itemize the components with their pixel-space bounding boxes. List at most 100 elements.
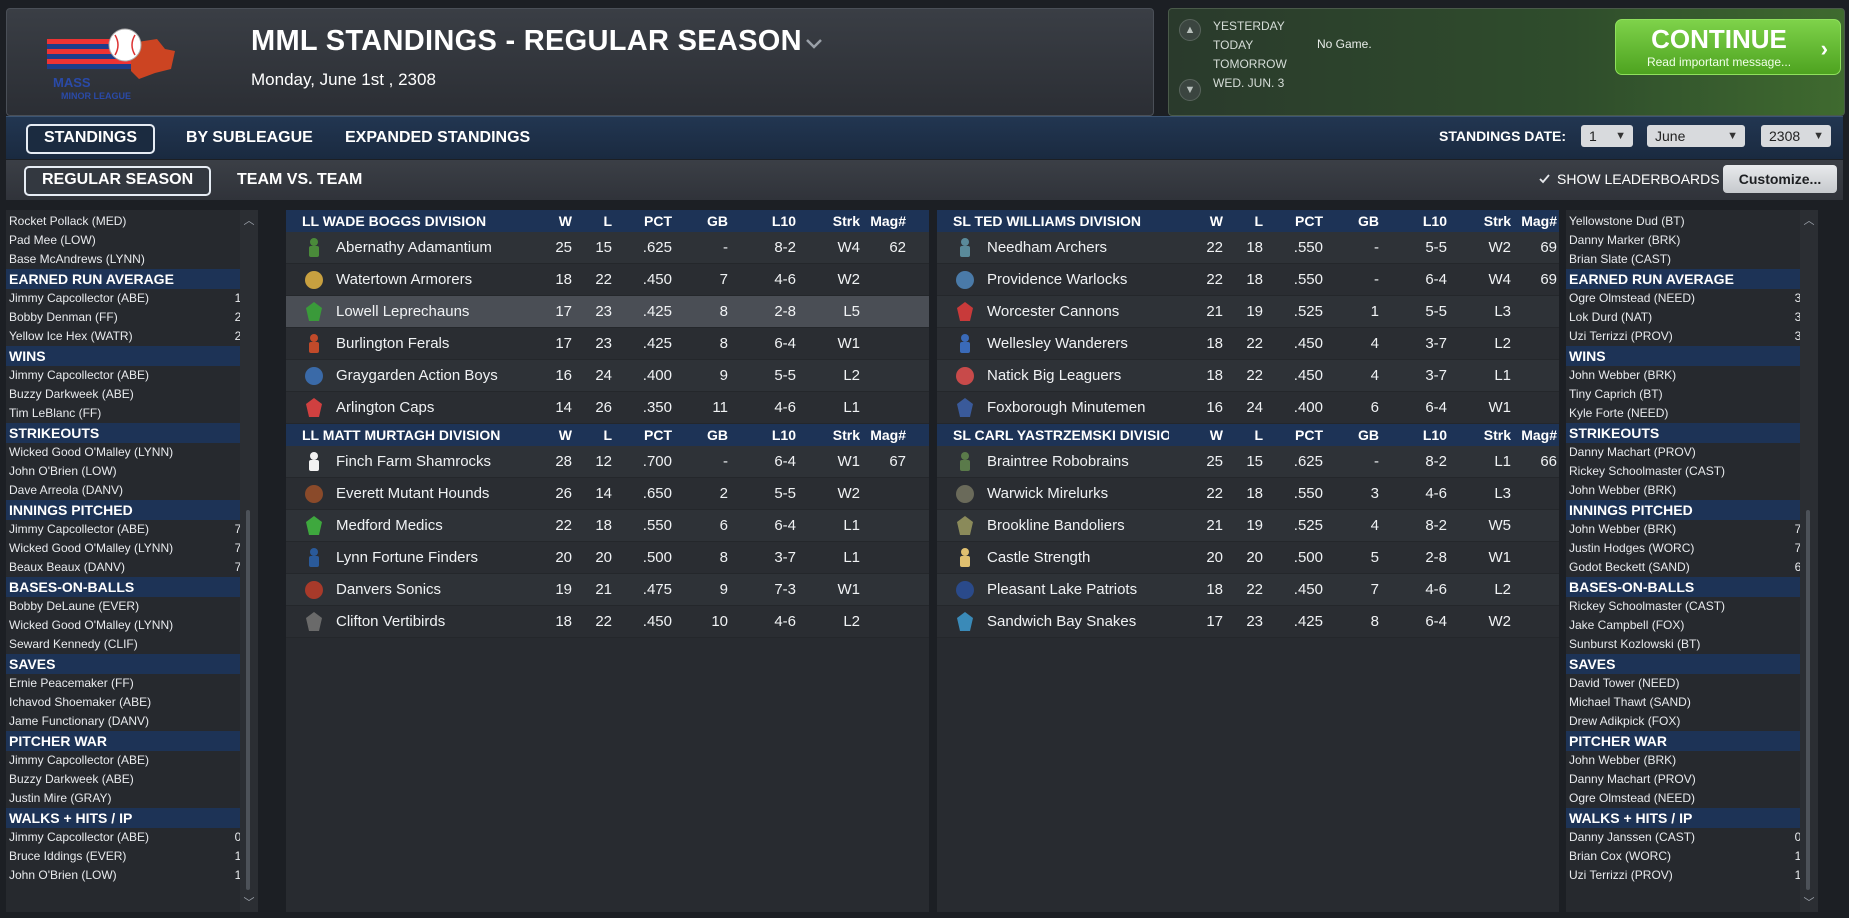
continue-button[interactable]: CONTINUE Read important message... › <box>1615 19 1841 75</box>
team-name[interactable]: Medford Medics <box>336 517 443 534</box>
leader-row[interactable]: Yellowstone Dud (BT)19 <box>1566 212 1818 231</box>
leader-row[interactable]: Buzzy Darkweek (ABE)5 <box>6 385 258 404</box>
team-row[interactable]: Wellesley Wanderers 18 22 .450 4 3-7 L2 <box>937 328 1559 360</box>
leader-row[interactable]: Danny Machart (PROV)78 <box>1566 443 1818 462</box>
team-name[interactable]: Needham Archers <box>987 239 1108 256</box>
team-name[interactable]: Lynn Fortune Finders <box>336 549 479 566</box>
leader-row[interactable]: Michael Thawt (SAND)10 <box>1566 693 1818 712</box>
column-header-pct[interactable]: PCT <box>1295 213 1323 229</box>
leader-row[interactable]: Rickey Schoolmaster (CAST)70 <box>1566 462 1818 481</box>
tab-standings[interactable]: STANDINGS <box>26 124 156 154</box>
leader-row[interactable]: Jimmy Capcollector (ABE)0.95 <box>6 828 258 847</box>
column-header-strk[interactable]: Strk <box>1483 213 1511 229</box>
leader-row[interactable]: John Webber (BRK)1.9 <box>1566 751 1818 770</box>
leader-row[interactable]: Danny Marker (BRK)16 <box>1566 231 1818 250</box>
team-row[interactable]: Sandwich Bay Snakes 17 23 .425 8 6-4 W2 <box>937 606 1559 638</box>
standings-year-select[interactable]: 2308 ▼ <box>1761 125 1831 147</box>
team-name[interactable]: Burlington Ferals <box>336 335 450 352</box>
leader-row[interactable]: Bruce Iddings (EVER)1.05 <box>6 847 258 866</box>
team-row[interactable]: Natick Big Leaguers 18 22 .450 4 3-7 L1 <box>937 360 1559 392</box>
leader-row[interactable]: Tim LeBlanc (FF)5 <box>6 404 258 423</box>
column-header-l10[interactable]: L10 <box>771 213 796 229</box>
column-header-strk[interactable]: Strk <box>832 213 860 229</box>
leader-row[interactable]: Ichavod Shoemaker (ABE)10 <box>6 693 258 712</box>
scroll-down-icon[interactable]: ﹀ <box>1803 897 1815 909</box>
leader-row[interactable]: John Webber (BRK)6 <box>1566 366 1818 385</box>
leader-row[interactable]: Ernie Peacemaker (FF)11 <box>6 674 258 693</box>
team-name[interactable]: Clifton Vertibirds <box>336 613 446 630</box>
leader-row[interactable]: Rocket Pollack (MED)16 <box>6 212 258 231</box>
scroll-up-icon[interactable]: ︿ <box>243 215 255 227</box>
column-header-gb[interactable]: GB <box>707 427 728 443</box>
team-name[interactable]: Lowell Leprechauns <box>336 303 470 320</box>
column-header-l[interactable]: L <box>1254 427 1263 443</box>
chevron-up-icon[interactable]: ▲ <box>1179 19 1201 41</box>
team-name[interactable]: Providence Warlocks <box>987 271 1128 288</box>
team-row[interactable]: Castle Strength 20 20 .500 5 2-8 W1 <box>937 542 1559 574</box>
team-row[interactable]: Graygarden Action Boys 16 24 .400 9 5-5 L2 <box>286 360 929 392</box>
team-row[interactable]: Watertown Armorers 18 22 .450 7 4-6 W2 <box>286 264 929 296</box>
team-name[interactable]: Foxborough Minutemen <box>987 399 1146 416</box>
column-header-l10[interactable]: L10 <box>1422 213 1447 229</box>
leader-row[interactable]: Godot Beckett (SAND)66.1 <box>1566 558 1818 577</box>
show-leaderboards-label[interactable]: SHOW LEADERBOARDS <box>1557 171 1720 187</box>
leader-row[interactable]: Jimmy Capcollector (ABE)7 <box>6 366 258 385</box>
leader-row[interactable]: Danny Janssen (CAST)0.97 <box>1566 828 1818 847</box>
column-header-l[interactable]: L <box>603 213 612 229</box>
standings-month-select[interactable]: June ▼ <box>1647 125 1745 147</box>
team-row[interactable]: Providence Warlocks 22 18 .550 - 6-4 W4 69 <box>937 264 1559 296</box>
leader-row[interactable]: Drew Adikpick (FOX)8 <box>1566 712 1818 731</box>
team-row[interactable]: Arlington Caps 14 26 .350 11 4-6 L1 <box>286 392 929 424</box>
column-header-l[interactable]: L <box>1254 213 1263 229</box>
team-row[interactable]: Braintree Robobrains 25 15 .625 - 8-2 L1 66 <box>937 446 1559 478</box>
leader-row[interactable]: Buzzy Darkweek (ABE)2.4 <box>6 770 258 789</box>
leader-row[interactable]: Wicked Good O'Malley (LYNN)43 <box>6 616 258 635</box>
leader-row[interactable]: Uzi Terrizzi (PROV)3.24 <box>1566 327 1818 346</box>
scrollbar[interactable]: ︿ ﹀ <box>240 210 258 912</box>
team-row[interactable]: Clifton Vertibirds 18 22 .450 10 4-6 L2 <box>286 606 929 638</box>
leader-row[interactable]: Wicked Good O'Malley (LYNN)77 <box>6 443 258 462</box>
leader-row[interactable]: Jame Functionary (DANV)9 <box>6 712 258 731</box>
leader-row[interactable]: Ogre Olmstead (NEED)3.09 <box>1566 289 1818 308</box>
leader-row[interactable]: Base McAndrews (LYNN)12 <box>6 250 258 269</box>
column-header-mag[interactable]: Mag# <box>870 427 906 443</box>
column-header-l[interactable]: L <box>603 427 612 443</box>
leader-row[interactable]: Yellow Ice Hex (WATR)2.66 <box>6 327 258 346</box>
leader-row[interactable]: Justin Hodges (WORC)70.2 <box>1566 539 1818 558</box>
team-name[interactable]: Watertown Armorers <box>336 271 473 288</box>
column-header-mag[interactable]: Mag# <box>870 213 906 229</box>
leader-row[interactable]: Jake Campbell (FOX)38 <box>1566 616 1818 635</box>
column-header-strk[interactable]: Strk <box>832 427 860 443</box>
leader-row[interactable]: Ogre Olmstead (NEED)1.7 <box>1566 789 1818 808</box>
standings-day-select[interactable]: 1 ▼ <box>1581 125 1633 147</box>
column-header-gb[interactable]: GB <box>1358 213 1379 229</box>
leader-row[interactable]: John Webber (BRK)66 <box>1566 481 1818 500</box>
column-header-l10[interactable]: L10 <box>771 427 796 443</box>
column-header-pct[interactable]: PCT <box>644 427 672 443</box>
leader-row[interactable]: Bobby Denman (FF)2.45 <box>6 308 258 327</box>
team-name[interactable]: Everett Mutant Hounds <box>336 485 490 502</box>
leader-row[interactable]: Pad Mee (LOW)15 <box>6 231 258 250</box>
scroll-thumb[interactable] <box>1806 510 1810 890</box>
team-name[interactable]: Brookline Bandoliers <box>987 517 1125 534</box>
schedule-day[interactable]: TODAY <box>1213 38 1254 52</box>
leader-row[interactable]: Seward Kennedy (CLIF)30 <box>6 635 258 654</box>
team-row[interactable]: Everett Mutant Hounds 26 14 .650 2 5-5 W2 <box>286 478 929 510</box>
leader-row[interactable]: Rickey Schoolmaster (CAST)42 <box>1566 597 1818 616</box>
team-name[interactable]: Natick Big Leaguers <box>987 367 1122 384</box>
team-row[interactable]: Abernathy Adamantium 25 15 .625 - 8-2 W4 62 <box>286 232 929 264</box>
scrollbar[interactable]: ︿ ﹀ <box>1800 210 1818 912</box>
team-row[interactable]: Needham Archers 22 18 .550 - 5-5 W2 69 <box>937 232 1559 264</box>
team-row[interactable]: Burlington Ferals 17 23 .425 8 6-4 W1 <box>286 328 929 360</box>
schedule-day[interactable]: TOMORROW <box>1213 57 1287 71</box>
column-header-mag[interactable]: Mag# <box>1521 427 1557 443</box>
leader-row[interactable]: Wicked Good O'Malley (LYNN)77.2 <box>6 539 258 558</box>
leader-row[interactable]: Brian Cox (WORC)1.02 <box>1566 847 1818 866</box>
column-header-gb[interactable]: GB <box>1358 427 1379 443</box>
team-row[interactable]: Foxborough Minutemen 16 24 .400 6 6-4 W1 <box>937 392 1559 424</box>
leader-row[interactable]: Jimmy Capcollector (ABE)1.96 <box>6 289 258 308</box>
leader-row[interactable]: John Webber (BRK)76.1 <box>1566 520 1818 539</box>
leader-row[interactable]: Lok Durd (NAT)3.20 <box>1566 308 1818 327</box>
team-name[interactable]: Pleasant Lake Patriots <box>987 581 1138 598</box>
checkbox-checked-icon[interactable] <box>1538 172 1551 185</box>
